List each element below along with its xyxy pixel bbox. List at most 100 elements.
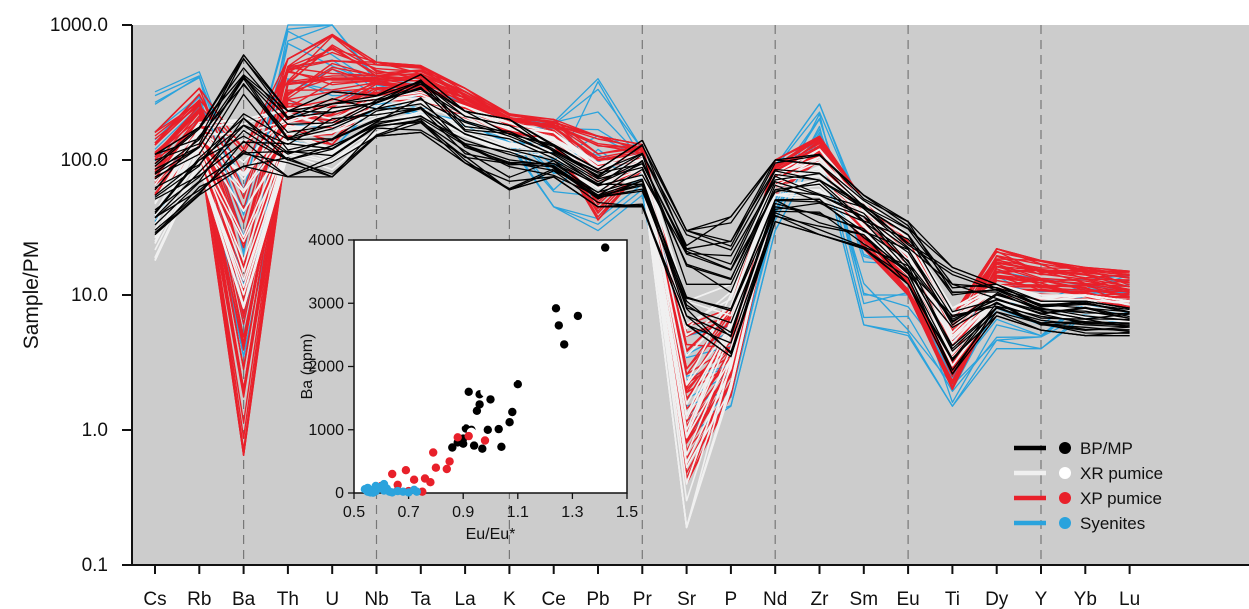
y-tick-label: 10.0 <box>71 285 108 306</box>
series-line <box>154 84 1130 326</box>
scatter-point <box>428 455 438 465</box>
legend-label: BP/MP <box>1080 439 1133 458</box>
legend-label: XP pumice <box>1080 489 1162 508</box>
inset-y-tick-label: 1000 <box>308 422 344 439</box>
scatter-point <box>455 417 466 427</box>
x-tick-label-pr: Pr <box>633 589 653 609</box>
scatter-point <box>442 464 451 474</box>
inset-y-tick-label: 0 <box>335 485 344 502</box>
x-tick-label-rb: Rb <box>187 589 211 609</box>
series-line <box>154 119 1130 362</box>
scatter-point <box>409 475 419 484</box>
scatter-point <box>431 463 441 472</box>
legend-dot-swatch <box>1059 467 1071 479</box>
scatter-point <box>560 340 569 349</box>
inset-x-tick-label: 0.9 <box>452 504 474 521</box>
legend: BP/MP XR pumice XP pumice Syenites <box>1014 439 1163 533</box>
inset-x-tick-label: 1.1 <box>507 504 529 521</box>
scatter-point <box>480 436 490 445</box>
scatter-point <box>447 420 457 430</box>
scatter-point <box>464 431 473 441</box>
series-line <box>154 131 1130 375</box>
scatter-point <box>448 443 457 452</box>
series-line <box>154 121 1130 360</box>
scatter-point <box>426 478 435 487</box>
scatter-point <box>551 304 561 313</box>
series-line <box>154 67 1130 313</box>
scatter-point <box>403 428 414 439</box>
scatter-point <box>469 441 479 450</box>
scatter-point <box>573 311 583 321</box>
scatter-point <box>464 387 473 396</box>
x-tick-label-u: U <box>325 589 339 609</box>
series-line <box>154 83 1130 323</box>
inset-y-tick-label: 3000 <box>308 295 344 312</box>
scatter-point <box>464 401 474 411</box>
legend-label: Syenites <box>1080 514 1145 533</box>
x-tick-label-ba: Ba <box>232 589 256 609</box>
inset-series-syenites <box>360 479 421 497</box>
scatter-point <box>453 433 462 442</box>
x-tick-label-yb: Yb <box>1074 589 1097 609</box>
series-line <box>154 115 1130 350</box>
inset-x-tick-label: 1.3 <box>561 504 583 521</box>
y-tick-label: 1000.0 <box>50 15 108 36</box>
inset-x-axis-label: Eu/Eu* <box>466 526 516 543</box>
x-tick-label-ta: Ta <box>411 589 432 609</box>
legend-dot-swatch <box>1059 492 1071 504</box>
series-line <box>154 76 1130 314</box>
scatter-point <box>486 395 495 404</box>
scatter-point <box>508 407 517 417</box>
scatter-point <box>513 380 522 389</box>
scatter-point <box>499 360 509 370</box>
scatter-point <box>458 407 468 417</box>
scatter-point <box>445 457 454 466</box>
scatter-point <box>429 448 438 457</box>
y-axis-label: Sample/PM <box>20 241 43 350</box>
scatter-point <box>371 481 380 491</box>
scatter-point <box>507 373 517 383</box>
y-tick-label: 100.0 <box>60 150 108 171</box>
series-line <box>154 93 1130 326</box>
legend-label: XR pumice <box>1080 464 1163 483</box>
inset-scatter-plot: 0.5 0.7 0.9 1.1 1.3 1.5 0 1000 2000 3000 4000 Eu/Eu… <box>299 232 638 543</box>
series-line <box>154 93 1130 385</box>
scatter-point <box>401 466 411 475</box>
scatter-point <box>459 439 468 448</box>
legend-dot-swatch <box>1059 517 1071 529</box>
scatter-point <box>363 483 372 493</box>
scatter-point <box>458 394 468 405</box>
inset-x-tick-label: 0.7 <box>397 504 419 521</box>
series-line <box>154 121 1130 529</box>
y-tick-label: 0.1 <box>82 555 108 576</box>
scatter-point <box>472 406 482 415</box>
series-lines <box>154 24 1130 529</box>
inset-y-tick-label: 4000 <box>308 232 344 249</box>
scatter-point <box>601 243 610 252</box>
x-tick-label-sm: Sm <box>850 589 879 609</box>
scatter-point <box>388 469 397 479</box>
x-tick-label-nb: Nb <box>364 589 388 609</box>
scatter-point <box>483 375 493 386</box>
scatter-point <box>420 447 430 458</box>
scatter-point <box>478 444 487 453</box>
x-tick-label-sr: Sr <box>677 589 697 609</box>
y-tick-label: 1.0 <box>82 420 108 441</box>
inset-x-tick-label: 1.5 <box>616 504 638 521</box>
scatter-point <box>368 488 378 497</box>
x-tick-label-eu: Eu <box>896 589 919 609</box>
series-line <box>154 108 1130 334</box>
scatter-point <box>483 425 492 434</box>
x-tick-label-zr: Zr <box>811 589 830 609</box>
x-tick-label-y: Y <box>1035 589 1048 609</box>
scatter-point <box>505 418 514 427</box>
inset-x-tick-label: 0.5 <box>343 504 365 521</box>
x-tick-label-lu: Lu <box>1119 589 1140 609</box>
scatter-point <box>379 479 389 489</box>
scatter-point <box>475 400 484 409</box>
scatter-point <box>485 360 496 370</box>
scatter-point <box>494 424 503 434</box>
x-tick-label-ce: Ce <box>542 589 566 609</box>
main-axes: 0.1 1.0 10.0 100.0 1000.0 Cs Rb Ba Th U Nb Ta La K Ce P… <box>20 15 1249 609</box>
